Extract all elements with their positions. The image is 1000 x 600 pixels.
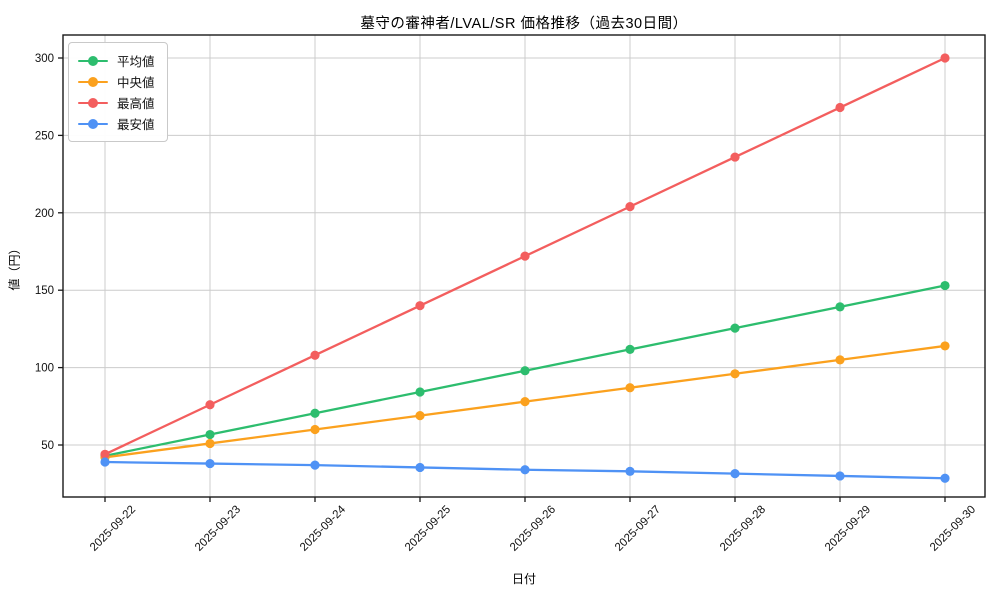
y-tick-label: 250 [35,130,54,142]
legend-label-median: 中央値 [117,76,155,90]
legend-dot [88,118,98,129]
series-point-lowest [520,465,530,475]
x-tick-label: 2025-09-25 [403,504,453,554]
series-point-lowest [310,460,320,470]
series-point-highest [520,251,530,261]
legend-label-lowest: 最安値 [117,118,155,132]
series-point-highest [730,152,740,162]
legend-dot [88,76,98,87]
series-point-lowest [940,473,950,483]
series-point-average [940,280,950,291]
legend-label-highest: 最高値 [117,97,155,111]
series-point-lowest [415,462,425,473]
axes-box [62,34,986,498]
series-point-median [730,369,740,379]
x-axis-label: 日付 [511,572,536,586]
legend-marker-lowest [78,118,108,129]
legend: 平均値中央値最高値最安値 [68,42,168,142]
series-point-average [415,387,425,397]
series-point-median [625,383,635,393]
series-point-median [415,410,425,421]
y-tick-label: 200 [35,208,54,220]
series-point-average [205,429,215,440]
x-tick-label: 2025-09-24 [298,503,349,554]
x-tick-label: 2025-09-23 [193,504,243,554]
series-point-highest [415,301,425,311]
legend-item-average: 平均値 [78,50,155,71]
legend-label-average: 平均値 [117,55,155,69]
x-tick-label: 2025-09-26 [508,504,558,554]
y-tick-label: 100 [35,363,54,375]
legend-marker-average [78,55,108,66]
series-point-lowest [205,458,215,469]
series-point-highest [940,53,950,63]
series-point-average [310,408,320,418]
series-point-highest [100,449,110,459]
y-tick-label: 50 [41,440,54,452]
series-point-highest [205,400,215,410]
x-tick-label: 2025-09-27 [613,504,663,554]
x-tick-label: 2025-09-30 [928,504,978,554]
series-point-lowest [625,466,635,476]
series-point-lowest [100,457,110,467]
x-tick-label: 2025-09-29 [823,504,873,554]
series-point-median [940,341,950,351]
series-point-median [205,438,215,449]
x-tick-label: 2025-09-28 [718,504,768,554]
series-point-median [310,424,320,435]
legend-dot [88,55,98,66]
series-point-highest [835,102,845,113]
x-tick-label: 2025-09-22 [88,504,138,554]
legend-marker-highest [78,97,108,108]
y-tick-label: 150 [35,285,54,297]
series-point-highest [625,202,635,212]
y-axis-label: 値（円） [7,242,22,291]
y-tick-label: 300 [35,53,54,65]
legend-dot [88,97,98,108]
series-point-average [730,323,740,333]
series-point-average [520,366,530,376]
chart-title: 墓守の審神者/LVAL/SR 価格推移（過去30日間） [360,16,688,32]
legend-marker-median [78,76,108,87]
series-point-average [625,344,635,355]
legend-item-highest: 最高値 [78,92,155,113]
series-point-lowest [730,469,740,479]
series-point-highest [310,350,320,360]
series-point-lowest [835,471,845,481]
series-point-median [520,397,530,407]
legend-item-median: 中央値 [78,71,155,92]
legend-item-lowest: 最安値 [78,113,155,134]
series-point-average [835,302,845,312]
series-point-median [835,355,845,365]
